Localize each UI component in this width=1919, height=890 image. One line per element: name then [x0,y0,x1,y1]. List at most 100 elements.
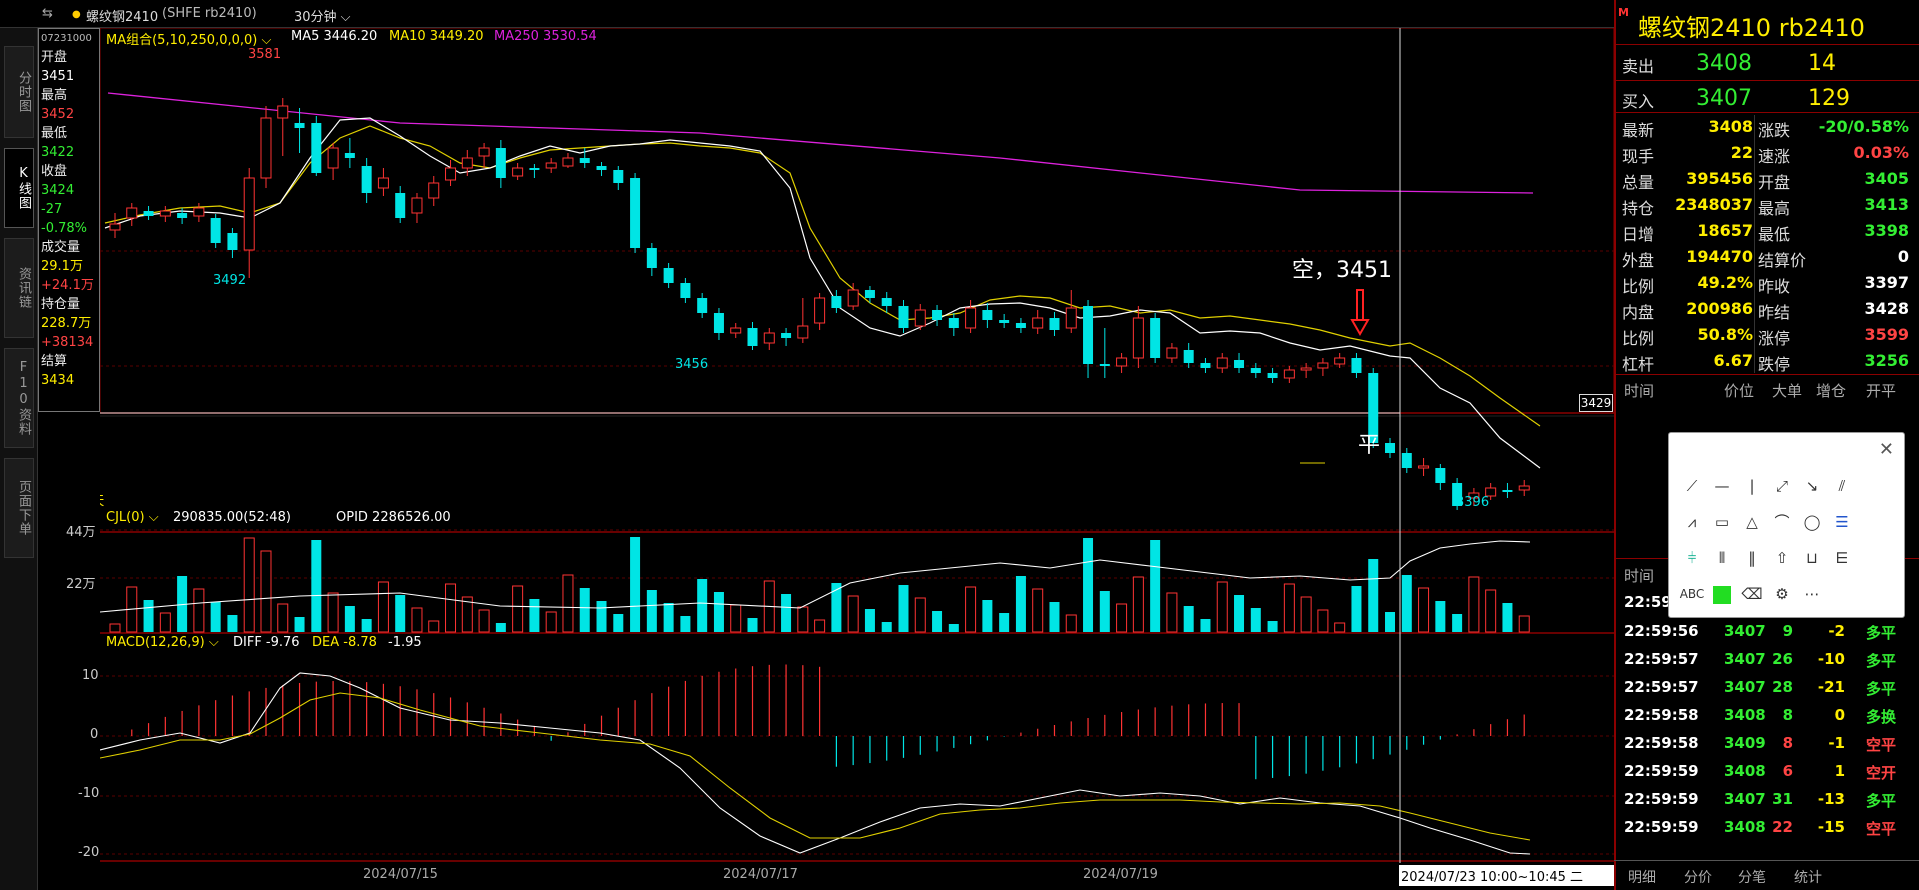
gann-tool-icon[interactable]: ⫩ [1687,549,1697,567]
tick-row[interactable]: 22:59:59 3408 6 1 空开 [1616,758,1919,786]
close-value: 3424 [41,183,75,198]
tick-row[interactable]: 22:59:59 3407 31 -13 多平 [1616,786,1919,814]
channel-tool-icon[interactable]: ‖ [1748,549,1756,567]
volume-bar [1099,591,1110,632]
macd-dea-line [100,692,1531,841]
tick-row[interactable]: 22:59:57 3407 28 -21 多平 [1616,674,1919,702]
oi-change: +38134 [41,335,94,350]
tick-row[interactable]: 22:59:58 3409 8 -1 空平 [1616,730,1919,758]
stat-value: 3405 [1864,169,1909,188]
candle-body [1418,465,1430,469]
candle-body [1351,358,1362,373]
tick-type: 多平 [1866,680,1897,698]
volume-bar [914,597,926,633]
tick-row[interactable]: 22:59:56 3407 9 -2 多平 [1616,618,1919,646]
candle-body [344,153,355,158]
volume-bar [1452,614,1463,632]
eraser-tool-icon[interactable]: ⌫ [1741,585,1763,603]
time-crosshair-label: 2024/07/23 10:00~10:45 二 [1399,865,1614,886]
back-forward-icon[interactable]: ⇆ [42,6,53,21]
horizontal-line-tool-icon[interactable]: — [1714,477,1730,495]
candle-body [630,178,641,248]
rectangle-tool-icon[interactable]: ▭ [1714,513,1730,531]
volume-bar [529,599,540,632]
stat-value: 22 [1730,143,1753,162]
kline-chart[interactable]: 3581 3492 3456 3396 空，3451 平 9天 [100,28,1614,863]
vertical-line-tool-icon[interactable]: | [1749,477,1755,495]
fibonacci-tool-icon[interactable]: ☰ [1835,513,1849,531]
volume-bar [999,613,1010,632]
tab-tick[interactable]: 分笔 [1738,870,1766,886]
tick-price: 3407 [1724,678,1766,696]
volume-bar [243,537,255,633]
volume-bar [881,622,892,632]
macd-bars-group [131,664,1525,780]
tick-row[interactable]: 22:59:59 3408 22 -15 空平 [1616,814,1919,842]
volume-bar [210,602,221,632]
tab-price-dist[interactable]: 分价 [1684,870,1712,886]
quote-stat-row: 比例 49.2% 昨收 3397 [1616,271,1919,297]
stat-value: 200986 [1686,299,1753,318]
macd-diff-value: DIFF -9.76 [233,635,300,650]
candle-body [1216,357,1228,369]
period-lines-tool-icon[interactable]: ⦀ [1718,549,1726,567]
tab-time-sharing[interactable]: 分时图 [4,46,34,138]
candle-body [1200,363,1211,368]
candle-body [1234,360,1245,368]
stat-value: 18657 [1697,221,1753,240]
text-tool[interactable]: ABC [1679,587,1705,601]
tab-stats[interactable]: 统计 [1794,870,1822,886]
volume-bar [797,606,809,633]
arc-tool-icon[interactable]: ⌒ [1774,513,1790,531]
stat-value: -20/0.58% [1818,117,1909,136]
period-select[interactable]: 30分钟 ⌵ [294,10,351,25]
symbol-name[interactable]: 螺纹钢2410 [86,10,159,25]
tick-oi: -2 [1828,622,1845,640]
polyline-tool-icon[interactable]: ⩘ [1687,513,1697,531]
close-icon[interactable]: ✕ [1878,439,1894,460]
extended-line-tool-icon[interactable]: ⤢ [1775,477,1788,495]
settings-gear-icon[interactable]: ⚙ [1775,585,1789,603]
tab-news[interactable]: 资讯链 [4,238,34,338]
low-value: 3422 [41,145,75,160]
tick-row[interactable]: 22:59:57 3407 26 -10 多平 [1616,646,1919,674]
tab-kline[interactable]: K线图 [4,148,34,228]
tick-time: 22:59:58 [1624,706,1699,724]
tab-detail[interactable]: 明细 [1628,870,1656,886]
more-icon[interactable]: ⋯ [1804,585,1820,603]
parallel-lines-tool-icon[interactable]: ⫽ [1838,477,1846,495]
tick-volume: 31 [1772,790,1793,808]
kline-chart-area[interactable]: 3581 3492 3456 3396 空，3451 平 9天 3429 MA组… [100,28,1614,863]
tab-order[interactable]: 页面下单 [4,458,34,558]
line-segment-tool-icon[interactable]: ⟋ [1686,477,1698,495]
triangle-tool-icon[interactable]: △ [1746,513,1758,531]
tick-type: 空平 [1866,820,1897,838]
list-header-time: 时间 [1624,382,1655,400]
volume-bar [1065,614,1077,633]
candle-body [763,332,775,344]
volume-legend[interactable]: CJL(0) ⌵ [106,510,159,525]
candle-body [613,170,624,183]
candle-body [1401,453,1412,468]
ma-group-legend[interactable]: MA组合(5,10,250,0,0,0) ⌵ [106,33,272,48]
color-picker-icon[interactable] [1709,581,1735,607]
candle-body [1150,318,1161,358]
ruler-tool-icon[interactable]: ⊔ [1806,549,1818,567]
up-arrow-tool-icon[interactable]: ⇧ [1775,549,1789,567]
ray-tool-icon[interactable]: ↘ [1805,477,1819,495]
tick-row[interactable]: 22:59:58 3408 8 0 多换 [1616,702,1919,730]
ma5-line [104,117,1541,469]
volume-bar [1216,581,1228,633]
tab-f10[interactable]: F10资料 [4,348,34,448]
volume-bar [1518,615,1530,633]
candle-body [982,310,993,320]
macd-legend[interactable]: MACD(12,26,9) ⌵ [106,635,219,650]
volume-bar [982,600,993,632]
volume-axis-mid: 22万 [66,577,96,592]
volume-bar [512,585,524,633]
bullet-icon: ● [72,9,81,20]
volume-bar [1116,603,1128,633]
drawing-toolbox[interactable]: ✕ ⟋ — | ⤢ ↘ ⫽ ⩘ ▭ △ ⌒ ◯ ☰ ⫩ ⦀ ‖ ⇧ ⊔ ⋿ AB… [1668,432,1905,618]
levels-tool-icon[interactable]: ⋿ [1835,549,1849,567]
ellipse-tool-icon[interactable]: ◯ [1803,513,1821,531]
